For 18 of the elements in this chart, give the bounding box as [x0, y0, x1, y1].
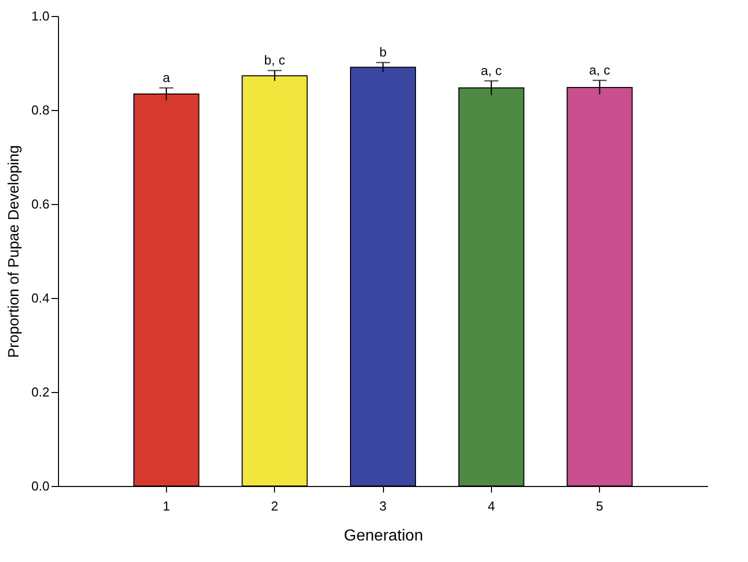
y-tick-label: 0.2 [31, 384, 50, 400]
x-axis-title: Generation [344, 528, 424, 544]
x-tick-label: 1 [162, 498, 170, 514]
annotation: a, c [589, 62, 611, 78]
annotation: a [162, 70, 171, 85]
x-tick-label: 4 [488, 498, 495, 514]
annotation: b, c [264, 52, 286, 68]
annotation: b [379, 44, 387, 60]
x-tick-label: 2 [271, 498, 278, 514]
x-tick-label: 3 [379, 498, 387, 514]
y-tick-label: 0.8 [31, 102, 50, 118]
y-tick-label: 0.0 [31, 478, 50, 494]
y-tick-label: 0.4 [31, 290, 50, 306]
x-tick-label: 5 [596, 498, 604, 514]
y-tick-label: 0.6 [31, 196, 50, 212]
y-axis-title: Proportion of Pupae Developing [5, 145, 22, 358]
annotation: a, c [480, 62, 502, 78]
y-tick-label: 1.0 [31, 8, 50, 24]
